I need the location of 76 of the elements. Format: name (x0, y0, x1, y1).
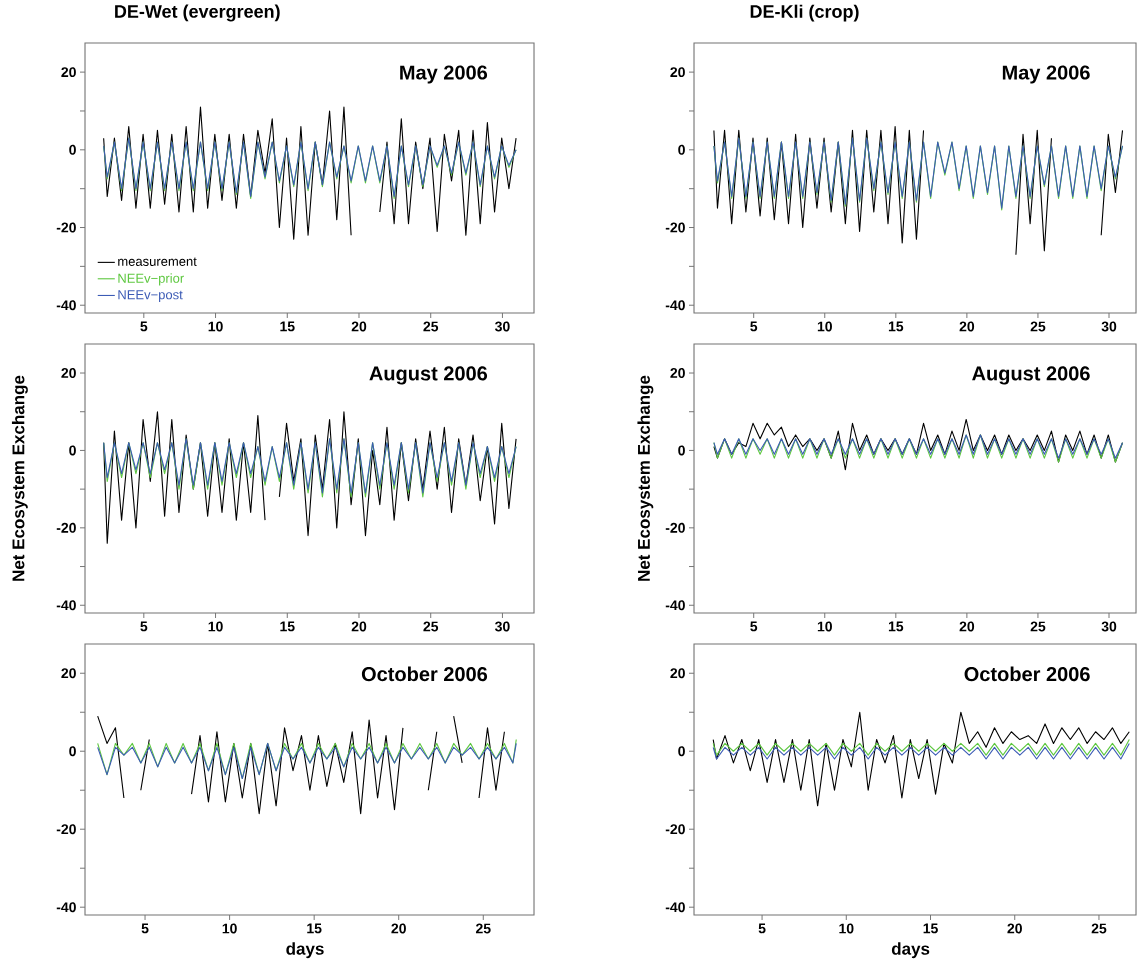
y-axis-title: Net Ecosystem Exchange (11, 375, 28, 581)
x-tick-label: 15 (307, 923, 322, 934)
y-tick-label: -20 (56, 522, 76, 533)
x-tick-label: 20 (1007, 923, 1022, 934)
chart-title: DE-Wet (evergreen) (115, 4, 280, 22)
x-tick-label: 15 (923, 923, 938, 934)
line-series (712, 738, 1130, 756)
x-tick-label: 15 (280, 621, 295, 632)
chart-title: DE-Kli (crop) (750, 4, 859, 22)
y-tick-label: 20 (670, 668, 685, 679)
x-tick-label: 10 (817, 321, 832, 332)
y-tick-label: -40 (56, 600, 76, 611)
x-tick-label: 20 (351, 621, 367, 632)
text: May 2006 (1002, 65, 1090, 84)
x-tick-label: 5 (758, 923, 766, 934)
y-tick-label: 20 (61, 67, 76, 78)
line-series (712, 742, 1130, 760)
x-tick-label: 5 (750, 621, 758, 632)
x-tick-label: 10 (208, 321, 223, 332)
y-tick-label: 0 (678, 144, 685, 155)
y-tick-label: 20 (670, 67, 685, 78)
x-tick-label: 10 (222, 923, 237, 934)
text: October 2006 (964, 666, 1090, 682)
y-tick-label: -40 (665, 600, 685, 611)
y-tick-label: 0 (678, 445, 685, 456)
y-tick-label: -20 (665, 522, 685, 533)
x-tick-label: 20 (959, 621, 975, 632)
x-tick-label: 10 (839, 923, 854, 934)
y-tick-label: 0 (69, 746, 76, 757)
x-tick-label: 15 (888, 621, 904, 632)
x-tick-label: 15 (280, 321, 295, 332)
x-tick-label: 5 (140, 621, 148, 632)
text: August 2006 (972, 366, 1090, 385)
x-tick-label: 30 (1101, 321, 1117, 332)
y-tick-label: 0 (69, 144, 76, 155)
x-tick-label: 5 (141, 923, 149, 934)
text: August 2006 (369, 366, 488, 385)
x-tick-label: 20 (391, 923, 406, 934)
x-axis-title: days (286, 942, 324, 959)
x-tick-label: 25 (423, 321, 439, 332)
x-tick-label: 25 (1091, 923, 1107, 934)
y-tick-label: -20 (56, 222, 76, 233)
line-series (712, 711, 1130, 807)
y-tick-label: -40 (56, 300, 76, 311)
x-tick-label: 25 (423, 621, 439, 632)
x-tick-label: 25 (1030, 321, 1046, 332)
y-tick-label: -40 (665, 902, 685, 913)
y-tick-label: 20 (61, 668, 76, 679)
y-tick-label: 0 (69, 445, 76, 456)
x-tick-label: 30 (494, 621, 510, 632)
y-tick-label: 0 (678, 746, 685, 757)
text: May 2006 (400, 65, 488, 84)
x-tick-label: 10 (208, 621, 223, 632)
y-tick-label: -40 (665, 300, 685, 311)
x-tick-label: 5 (750, 321, 758, 332)
x-tick-label: 15 (888, 321, 904, 332)
y-axis-title: Net Ecosystem Exchange (637, 375, 654, 581)
x-tick-label: 25 (475, 923, 491, 934)
y-tick-label: -20 (665, 824, 685, 835)
x-tick-label: 25 (1030, 621, 1046, 632)
x-tick-label: 20 (959, 321, 975, 332)
y-tick-label: -40 (56, 902, 76, 913)
x-tick-label: 5 (140, 321, 148, 332)
legend-label: NEEv−prior (118, 273, 184, 286)
y-tick-label: 20 (670, 368, 685, 378)
legend-label: NEEv−post (118, 290, 183, 302)
legend-label: measurement (118, 257, 197, 266)
y-tick-label: 20 (61, 368, 76, 378)
x-tick-label: 20 (351, 321, 367, 332)
y-tick-label: -20 (56, 824, 76, 835)
x-tick-label: 10 (817, 621, 832, 632)
x-tick-label: 30 (1101, 621, 1117, 632)
x-tick-label: 30 (494, 321, 510, 332)
y-tick-label: -20 (665, 222, 685, 233)
text: October 2006 (361, 666, 488, 682)
x-axis-title: days (891, 942, 930, 959)
